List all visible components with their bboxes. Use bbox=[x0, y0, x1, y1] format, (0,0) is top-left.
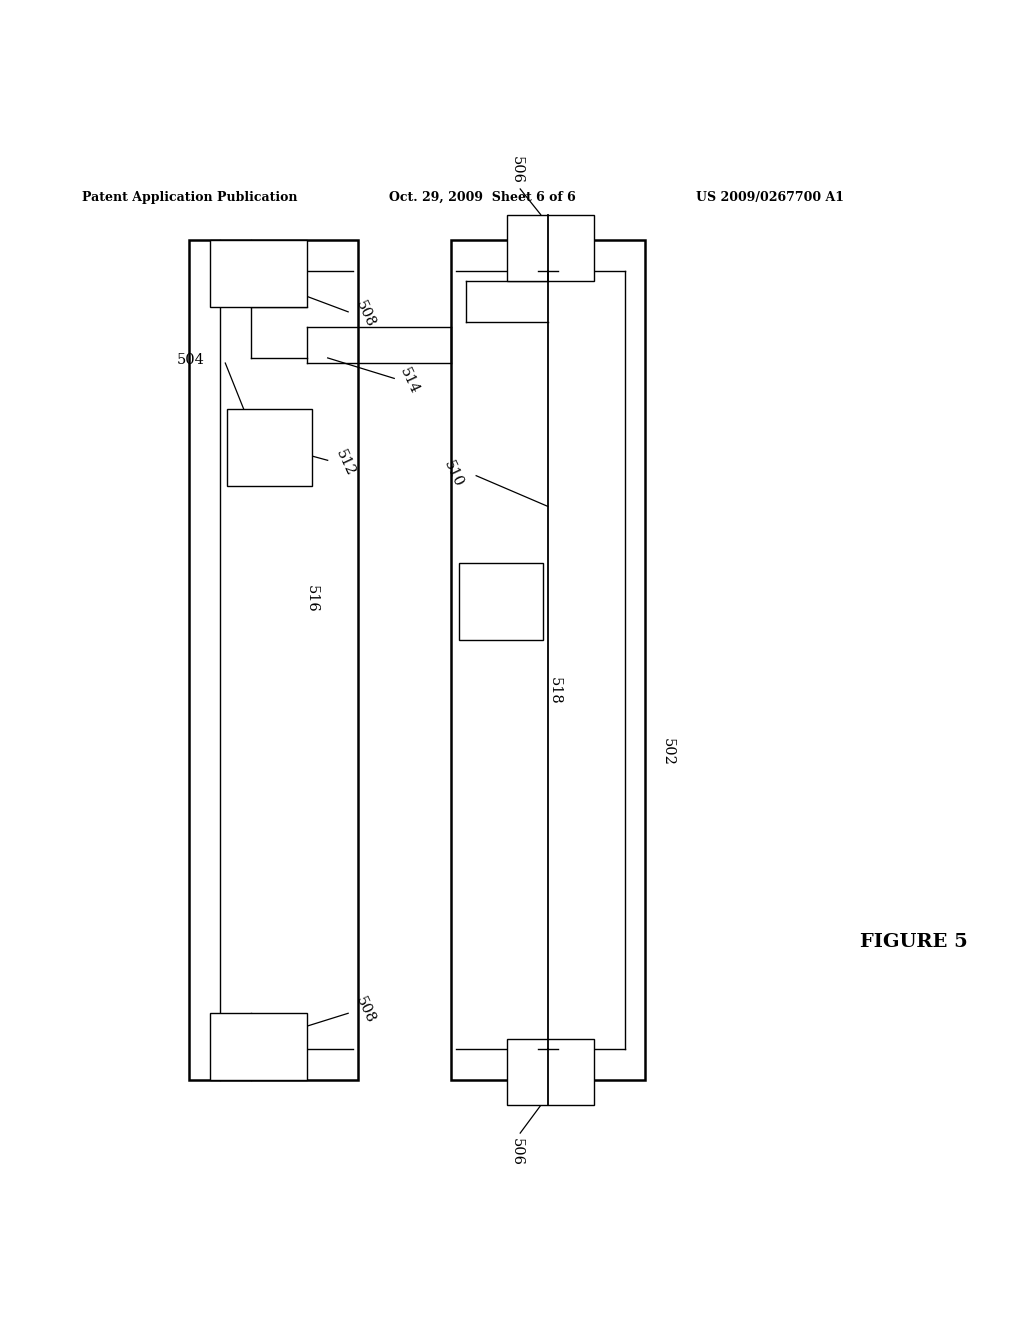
Text: 506: 506 bbox=[510, 1138, 524, 1166]
Text: 508: 508 bbox=[353, 298, 378, 330]
Text: 516: 516 bbox=[305, 585, 319, 612]
Bar bbox=[507, 215, 594, 281]
Text: 510: 510 bbox=[441, 458, 466, 490]
Text: FIGURE 5: FIGURE 5 bbox=[860, 933, 968, 950]
Text: 502: 502 bbox=[660, 738, 675, 766]
Bar bbox=[507, 1039, 594, 1105]
Text: 508: 508 bbox=[353, 994, 378, 1026]
Bar bbox=[459, 562, 543, 639]
Bar bbox=[210, 1014, 307, 1080]
Bar bbox=[210, 240, 307, 306]
Text: 518: 518 bbox=[548, 677, 562, 705]
Bar bbox=[451, 240, 645, 1080]
Text: 506: 506 bbox=[510, 156, 524, 183]
Text: 512: 512 bbox=[333, 447, 357, 478]
Text: 504: 504 bbox=[177, 352, 205, 367]
Text: Oct. 29, 2009  Sheet 6 of 6: Oct. 29, 2009 Sheet 6 of 6 bbox=[389, 191, 575, 205]
Bar bbox=[189, 240, 358, 1080]
Text: Patent Application Publication: Patent Application Publication bbox=[82, 191, 297, 205]
Bar bbox=[227, 409, 312, 486]
Text: US 2009/0267700 A1: US 2009/0267700 A1 bbox=[696, 191, 845, 205]
Text: 514: 514 bbox=[397, 364, 422, 396]
